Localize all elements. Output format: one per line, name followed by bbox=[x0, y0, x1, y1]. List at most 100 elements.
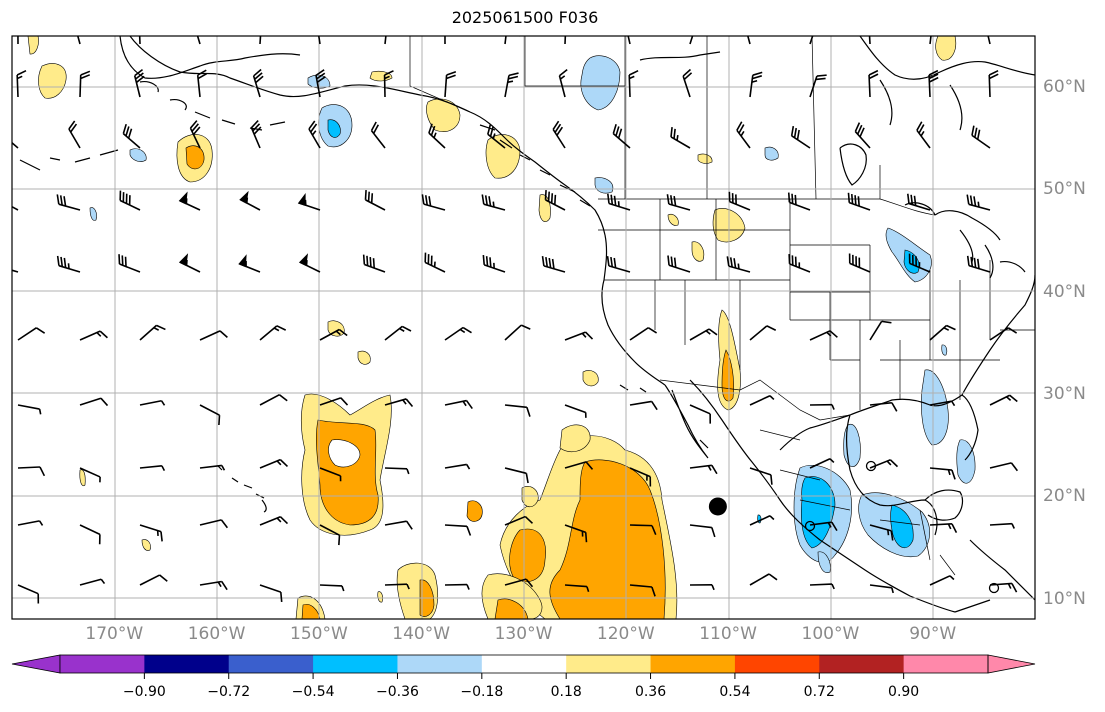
lon-tick-label: 150°W bbox=[290, 624, 348, 644]
wind-barb bbox=[504, 72, 519, 98]
open-circle-marker bbox=[988, 582, 1000, 594]
wind-barb bbox=[79, 467, 101, 483]
colorbar-tick-label: −0.18 bbox=[460, 684, 504, 700]
wind-barb bbox=[868, 69, 879, 98]
wind-barb bbox=[238, 254, 261, 273]
wind-barb bbox=[809, 521, 838, 532]
wind-barb bbox=[929, 575, 955, 586]
wind-barb bbox=[16, 69, 27, 98]
wind-barb bbox=[541, 256, 566, 273]
wind-barb bbox=[178, 191, 201, 211]
wind-barb bbox=[79, 330, 108, 341]
wind-barb bbox=[726, 256, 751, 273]
wind-barb bbox=[809, 330, 838, 341]
wind-barb bbox=[444, 463, 471, 470]
colorbar-segment bbox=[903, 655, 989, 673]
wind-barb bbox=[749, 395, 775, 406]
lat-tick-label: 30°N bbox=[1043, 383, 1086, 404]
colorbar-segment bbox=[481, 655, 567, 673]
wind-barb bbox=[504, 324, 531, 341]
wind-barb bbox=[384, 36, 389, 45]
wind-barb bbox=[504, 578, 534, 588]
lat-tick-label: 10°N bbox=[1043, 588, 1086, 609]
wind-barb bbox=[308, 120, 321, 149]
wind-barb bbox=[119, 190, 141, 211]
wind-barb bbox=[199, 404, 221, 426]
coastlines bbox=[19, 36, 1035, 613]
wind-barb bbox=[444, 36, 446, 45]
political-borders bbox=[409, 36, 1035, 576]
wind-barb bbox=[689, 36, 698, 45]
wind-barb bbox=[504, 36, 509, 45]
wind-barb bbox=[564, 331, 594, 341]
lon-tick-label: 110°W bbox=[699, 624, 757, 644]
wind-barb bbox=[250, 120, 262, 149]
wind-barb bbox=[315, 36, 321, 45]
wind-barb bbox=[989, 462, 1019, 472]
wind-barb bbox=[384, 520, 413, 530]
wind-barb bbox=[199, 464, 226, 471]
lon-tick-label: 170°W bbox=[85, 624, 144, 644]
wind-barb bbox=[867, 36, 871, 45]
colorbar-segment bbox=[397, 655, 483, 673]
wind-barb bbox=[504, 515, 534, 526]
wind-barb bbox=[988, 69, 999, 98]
wind-barb bbox=[929, 324, 956, 341]
wind-barb bbox=[259, 515, 289, 526]
wind-barb bbox=[319, 328, 348, 341]
colorbar-segment bbox=[313, 655, 398, 673]
wind-barb bbox=[749, 573, 778, 586]
wind-barb bbox=[667, 255, 691, 273]
lat-tick-label: 60°N bbox=[1043, 77, 1086, 98]
wind-barb bbox=[12, 198, 19, 211]
colorbar-segment bbox=[566, 655, 652, 673]
wind-barb bbox=[319, 467, 342, 482]
wind-barb bbox=[428, 123, 446, 149]
colorbar-tick-label: 0.90 bbox=[888, 684, 920, 700]
storm-center-marker bbox=[708, 497, 727, 516]
wind-barb bbox=[929, 523, 958, 533]
wind-barb bbox=[966, 255, 991, 273]
wind-barb bbox=[790, 125, 811, 149]
wind-barb bbox=[384, 325, 412, 341]
wind-barb bbox=[259, 458, 289, 469]
wind-barb bbox=[689, 464, 718, 475]
wind-barb bbox=[138, 36, 141, 45]
wind-barb bbox=[482, 254, 506, 273]
lon-tick-label: 90°W bbox=[909, 624, 957, 644]
wind-barb bbox=[384, 398, 414, 407]
wind-barb bbox=[315, 69, 326, 98]
colorbar-extend-low bbox=[11, 654, 61, 674]
wind-barb bbox=[966, 194, 991, 211]
wind-barb bbox=[319, 397, 349, 406]
lat-tick-label: 20°N bbox=[1043, 486, 1086, 507]
wind-barb bbox=[929, 36, 934, 45]
colorbar-segment bbox=[228, 655, 314, 673]
wind-barb bbox=[56, 255, 81, 273]
wind-barb bbox=[848, 253, 871, 273]
wind-barb bbox=[139, 324, 166, 341]
colorbar bbox=[11, 654, 1036, 679]
wind-barb bbox=[984, 36, 991, 45]
colorbar-tick-label: 0.18 bbox=[550, 684, 582, 700]
wind-barb bbox=[629, 400, 658, 411]
wind-barb bbox=[787, 192, 811, 211]
wind-barb bbox=[869, 524, 894, 541]
wind-barb bbox=[929, 400, 956, 407]
wind-barb bbox=[444, 326, 472, 341]
wind-barb bbox=[989, 582, 1018, 593]
wind-barb bbox=[259, 325, 287, 341]
wind-barb bbox=[139, 399, 166, 406]
wind-barb bbox=[199, 330, 228, 341]
wind-barb bbox=[629, 584, 656, 597]
wind-barb bbox=[487, 124, 506, 149]
wind-barb bbox=[809, 583, 835, 590]
colorbar-segment bbox=[144, 655, 230, 673]
wind-barb bbox=[298, 253, 321, 273]
wind-barb bbox=[133, 68, 145, 98]
wind-barb bbox=[259, 36, 263, 45]
wind-barb bbox=[689, 524, 716, 538]
wind-barb bbox=[192, 36, 201, 45]
wind-barb bbox=[544, 189, 566, 211]
wind-barb bbox=[749, 71, 763, 98]
